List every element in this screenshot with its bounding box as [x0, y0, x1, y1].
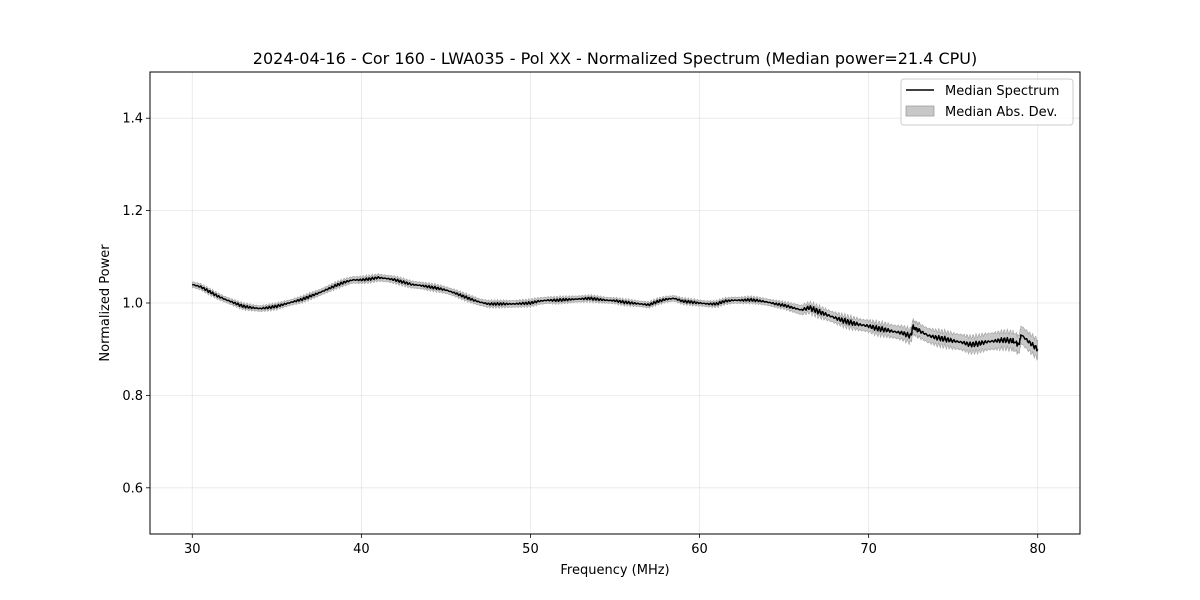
median-spectrum-line — [192, 275, 1039, 352]
legend: Median Spectrum Median Abs. Dev. — [900, 78, 1074, 126]
x-tick-label: 40 — [353, 542, 370, 557]
mad-band-group — [191, 272, 1039, 361]
y-tick-label: 1.2 — [122, 204, 143, 219]
mad-band — [191, 272, 1039, 361]
y-tick-label: 0.6 — [122, 481, 143, 496]
y-tick-label: 0.8 — [122, 389, 143, 404]
x-axis-label: Frequency (MHz) — [560, 563, 669, 578]
legend-label-median-spectrum: Median Spectrum — [945, 84, 1059, 99]
legend-band-swatch — [905, 105, 935, 117]
legend-box — [900, 78, 1074, 126]
x-tick-label: 70 — [860, 542, 877, 557]
x-tick-label: 60 — [691, 542, 708, 557]
x-tick-label: 30 — [184, 542, 201, 557]
legend-label-median-abs-dev: Median Abs. Dev. — [945, 105, 1057, 120]
x-tick-label: 80 — [1029, 542, 1046, 557]
y-axis-ticks: 0.6 0.8 1.0 1.2 1.4 — [122, 112, 150, 496]
y-tick-label: 1.4 — [122, 112, 143, 127]
x-axis-ticks: 30 40 50 60 70 80 — [184, 534, 1046, 557]
median-spectrum-group — [192, 275, 1039, 352]
chart-title: 2024-04-16 - Cor 160 - LWA035 - Pol XX -… — [253, 49, 977, 68]
x-tick-label: 50 — [522, 542, 539, 557]
y-axis-label: Normalized Power — [98, 244, 113, 362]
y-tick-label: 1.0 — [122, 297, 143, 312]
